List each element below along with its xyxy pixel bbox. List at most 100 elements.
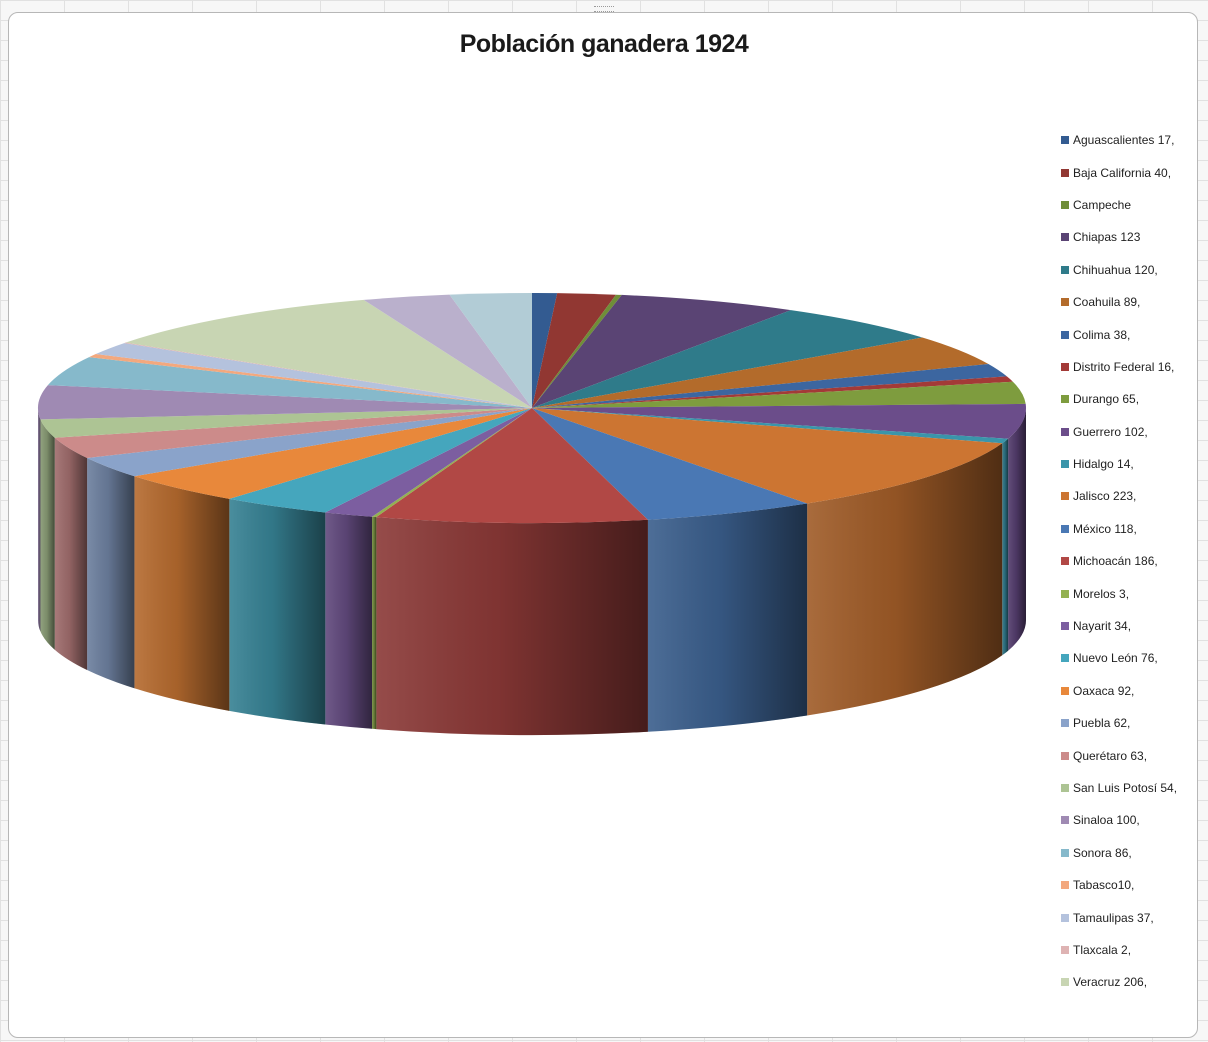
- pie-slice-20[interactable]: [40, 408, 533, 438]
- pie-slice-0[interactable]: [532, 292, 558, 408]
- pie-side-shade-14: [372, 516, 377, 730]
- legend-item: Tlaxcala 2,: [1061, 934, 1201, 966]
- pie-slice-17[interactable]: [134, 408, 532, 499]
- pie-slice-16[interactable]: [229, 408, 533, 513]
- pie-side-shade-10: [1002, 438, 1009, 656]
- pie-side-shade-16: [229, 498, 326, 725]
- pie-slice-1[interactable]: [532, 293, 616, 408]
- pie-side-shade-15: [325, 512, 372, 729]
- pie-slice-24[interactable]: [95, 343, 533, 408]
- legend-label: Guerrero 102,: [1073, 424, 1148, 439]
- pie-slice-6[interactable]: [532, 364, 1007, 408]
- legend-label: Chihuahua 120,: [1073, 262, 1158, 277]
- pie-side-shade-11: [807, 443, 1003, 716]
- pie-side-shade-21: [37, 408, 41, 632]
- legend-item: Colima 38,: [1061, 318, 1201, 350]
- legend-label: Jalisco 223,: [1073, 489, 1137, 504]
- legend-item: Nuevo León 76,: [1061, 642, 1201, 674]
- legend-label: Nayarit 34,: [1073, 619, 1132, 634]
- legend-label: Tlaxcala 2,: [1073, 942, 1132, 957]
- pie-slice-2[interactable]: [532, 294, 622, 408]
- legend-label: Aguascalientes 17,: [1073, 133, 1175, 148]
- legend-item: Distrito Federal 16,: [1061, 351, 1201, 383]
- pie-slice-23[interactable]: [89, 354, 532, 408]
- legend-item: Oaxaca 92,: [1061, 675, 1201, 707]
- resize-handle-icon[interactable]: [594, 6, 614, 12]
- legend-label: Michoacán 186,: [1073, 554, 1158, 569]
- legend-item: Veracruz 206,: [1061, 966, 1201, 998]
- legend-item: Campeche: [1061, 189, 1201, 221]
- legend-swatch: [1061, 622, 1069, 631]
- pie-slice-14[interactable]: [372, 408, 532, 518]
- pie-slice-13[interactable]: [376, 408, 648, 523]
- legend-swatch: [1061, 719, 1069, 728]
- legend-label: Tamaulipas 37,: [1073, 910, 1154, 925]
- legend-label: Hidalgo 14,: [1073, 457, 1134, 472]
- legend-item: Sonora 86,: [1061, 837, 1201, 869]
- pie-slice-9[interactable]: [532, 403, 1027, 439]
- legend-item: Hidalgo 14,: [1061, 448, 1201, 480]
- legend-item: San Luis Potosí 54,: [1061, 772, 1201, 804]
- legend-label: Sonora 86,: [1073, 845, 1132, 860]
- pie-slice-4[interactable]: [532, 310, 923, 408]
- legend-item: Chihuahua 120,: [1061, 254, 1201, 286]
- legend-label: México 118,: [1073, 521, 1137, 536]
- legend-label: Colima 38,: [1073, 327, 1131, 342]
- legend-label: Morelos 3,: [1073, 586, 1130, 601]
- pie-side-shade-13: [376, 517, 648, 735]
- pie-slice-11[interactable]: [532, 408, 1003, 504]
- legend-label: Oaxaca 92,: [1073, 683, 1135, 698]
- legend-swatch: [1061, 492, 1069, 501]
- pie-slice-22[interactable]: [47, 357, 533, 408]
- legend-item: Tamaulipas 37,: [1061, 901, 1201, 933]
- pie-slice-19[interactable]: [54, 408, 532, 458]
- legend-label: Distrito Federal 16,: [1073, 359, 1175, 374]
- pie-slice-7[interactable]: [532, 376, 1013, 408]
- legend-swatch: [1061, 427, 1069, 436]
- legend-swatch: [1061, 654, 1069, 663]
- pie-slice-18[interactable]: [87, 408, 532, 477]
- legend-label: San Luis Potosí 54,: [1073, 781, 1178, 795]
- legend-swatch: [1061, 460, 1069, 469]
- legend-swatch: [1061, 136, 1069, 145]
- pie-side-shade-17: [134, 476, 230, 711]
- legend-item: Durango 65,: [1061, 383, 1201, 415]
- pie-slice-8[interactable]: [532, 381, 1026, 408]
- legend-swatch: [1061, 524, 1069, 533]
- legend-item: Querétaro 63,: [1061, 739, 1201, 771]
- pie-slice-25[interactable]: [124, 342, 532, 409]
- pie-slice-28[interactable]: [449, 292, 533, 408]
- pie-side-shade-20: [40, 419, 55, 650]
- legend-item: Nayarit 34,: [1061, 610, 1201, 642]
- pie-slice-15[interactable]: [325, 408, 532, 517]
- legend-item: Jalisco 223,: [1061, 480, 1201, 512]
- pie-slice-5[interactable]: [532, 337, 989, 409]
- pie-slice-12[interactable]: [532, 408, 808, 520]
- legend-swatch: [1061, 913, 1069, 922]
- legend-swatch: [1061, 848, 1069, 857]
- pie-side-shade-19: [54, 437, 88, 670]
- legend-swatch: [1061, 881, 1069, 890]
- legend-swatch: [1061, 200, 1069, 209]
- legend-label: Nuevo León 76,: [1073, 651, 1158, 666]
- pie-side-shade-12: [647, 503, 808, 732]
- chart-title: Población ganadera 1924: [459, 30, 749, 58]
- legend-swatch: [1061, 168, 1069, 177]
- legend-item: Morelos 3,: [1061, 577, 1201, 609]
- legend-label: Veracruz 206,: [1073, 975, 1148, 990]
- legend-item: Puebla 62,: [1061, 707, 1201, 739]
- pie-slice-26[interactable]: [125, 299, 533, 408]
- pie-slice-10[interactable]: [532, 408, 1009, 444]
- legend: Aguascalientes 17, Baja California 40, Cam…: [1061, 124, 1201, 999]
- legend-item: Coahuila 89,: [1061, 286, 1201, 318]
- legend-item: Sinaloa 100,: [1061, 804, 1201, 836]
- legend-label: Coahuila 89,: [1073, 295, 1141, 310]
- pie-slice-27[interactable]: [363, 294, 532, 408]
- legend-swatch: [1061, 751, 1069, 760]
- legend-item: Aguascalientes 17,: [1061, 124, 1201, 156]
- pie-slice-3[interactable]: [532, 294, 791, 408]
- legend-item: Baja California 40,: [1061, 156, 1201, 188]
- pie-slice-21[interactable]: [37, 385, 533, 420]
- legend-swatch: [1061, 945, 1069, 954]
